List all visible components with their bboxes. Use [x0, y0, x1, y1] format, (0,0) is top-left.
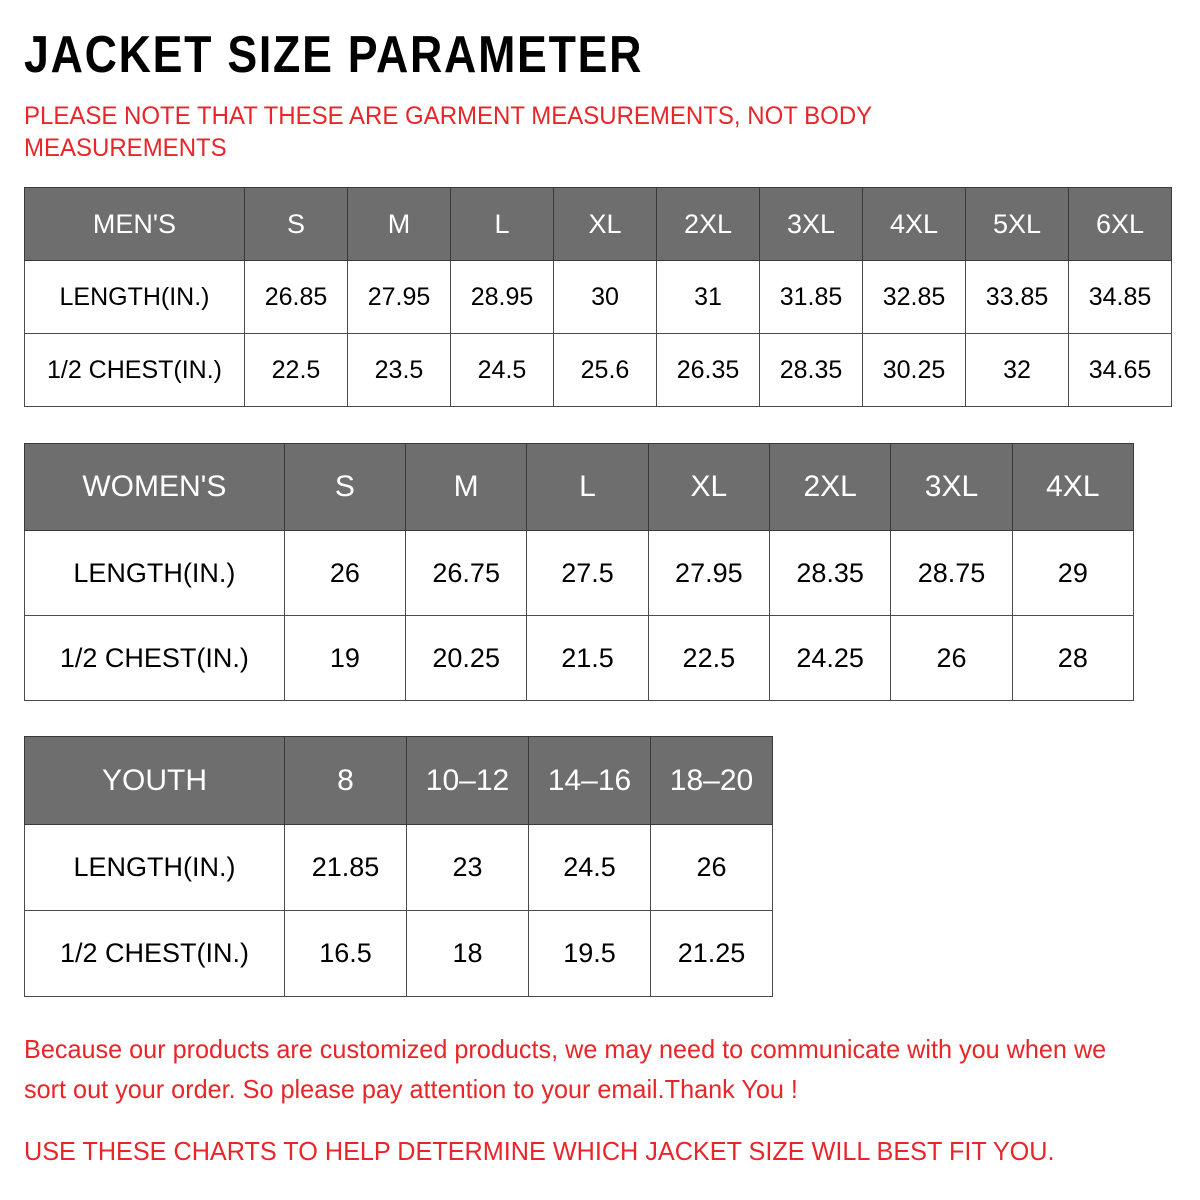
table-row: LENGTH(IN.) 26 26.75 27.5 27.95 28.35 28.75 29 [24, 530, 1135, 616]
mens-size-table: MEN'S S M L XL 2XL 3XL 4XL 5XL 6XL LENGTH(IN.) 26.… [24, 187, 1172, 407]
table-row: 1/2 CHEST(IN.) 22.5 23.5 24.5 25.6 26.35 28.35… [24, 333, 1172, 407]
table-row: LENGTH(IN.) 21.85 23 24.5 26 [24, 824, 773, 911]
mens-size-table-wrap: MEN'S S M L XL 2XL 3XL 4XL 5XL 6XL LENGTH(IN.) 26.… [24, 187, 1176, 407]
womens-value-1-4: 24.25 [768, 615, 892, 701]
mens-size-header-3: XL [553, 187, 657, 261]
mens-size-header-8: 6XL [1068, 187, 1172, 261]
mens-value-0-1: 27.95 [347, 260, 451, 334]
mens-value-1-1: 23.5 [347, 333, 451, 407]
mens-value-0-4: 31 [656, 260, 760, 334]
youth-size-header-1: 10–12 [406, 736, 529, 825]
mens-value-1-3: 25.6 [553, 333, 657, 407]
mens-header-row: MEN'S S M L XL 2XL 3XL 4XL 5XL 6XL [24, 187, 1172, 261]
garment-measurement-disclaimer: PLEASE NOTE THAT THESE ARE GARMENT MEASU… [24, 102, 872, 162]
youth-value-0-0: 21.85 [284, 824, 407, 911]
youth-value-0-1: 23 [406, 824, 529, 911]
mens-value-0-3: 30 [553, 260, 657, 334]
page-title: JACKET SIZE PARAMETER [24, 26, 644, 84]
womens-size-header-6: 4XL [1011, 443, 1135, 531]
mens-size-header-2: L [450, 187, 554, 261]
mens-value-0-7: 33.85 [965, 260, 1069, 334]
mens-measure-label-1: 1/2 CHEST(IN.) [24, 333, 245, 407]
youth-value-1-3: 21.25 [650, 910, 773, 997]
womens-value-1-2: 21.5 [526, 615, 649, 701]
womens-value-0-3: 27.95 [647, 530, 771, 616]
mens-size-header-4: 2XL [656, 187, 760, 261]
table-row: LENGTH(IN.) 26.85 27.95 28.95 30 31 31.85 32.85… [24, 260, 1172, 334]
mens-measure-label-0: LENGTH(IN.) [24, 260, 245, 334]
mens-value-0-5: 31.85 [759, 260, 863, 334]
youth-table-body: LENGTH(IN.) 21.85 23 24.5 26 1/2 CHEST(IN.) 16… [24, 824, 773, 997]
womens-value-0-6: 29 [1011, 530, 1135, 616]
mens-value-1-5: 28.35 [759, 333, 863, 407]
womens-header-row: WOMEN'S S M L XL 2XL 3XL 4XL [24, 443, 1135, 531]
footer-notes: Because our products are customized prod… [24, 997, 1176, 1171]
customization-note: Because our products are customized prod… [24, 1034, 1107, 1104]
youth-value-1-1: 18 [406, 910, 529, 997]
mens-value-0-2: 28.95 [450, 260, 554, 334]
womens-measure-label-0: LENGTH(IN.) [24, 530, 285, 616]
mens-value-1-0: 22.5 [244, 333, 348, 407]
youth-size-header-2: 14–16 [528, 736, 651, 825]
womens-category-header: WOMEN'S [24, 443, 285, 531]
womens-value-0-1: 26.75 [405, 530, 528, 616]
womens-size-header-3: XL [647, 443, 771, 531]
womens-value-0-5: 28.75 [890, 530, 1013, 616]
womens-measure-label-1: 1/2 CHEST(IN.) [24, 615, 285, 701]
mens-value-0-0: 26.85 [244, 260, 348, 334]
youth-value-0-3: 26 [650, 824, 773, 911]
youth-table-head: YOUTH 8 10–12 14–16 18–20 [24, 736, 773, 825]
womens-value-1-1: 20.25 [405, 615, 528, 701]
youth-header-row: YOUTH 8 10–12 14–16 18–20 [24, 736, 773, 825]
mens-table-body: LENGTH(IN.) 26.85 27.95 28.95 30 31 31.85 32.85… [24, 260, 1172, 407]
youth-category-header: YOUTH [24, 736, 285, 825]
mens-size-header-0: S [244, 187, 348, 261]
womens-size-header-4: 2XL [768, 443, 892, 531]
table-row: 1/2 CHEST(IN.) 16.5 18 19.5 21.25 [24, 910, 773, 997]
youth-value-1-0: 16.5 [284, 910, 407, 997]
youth-value-1-2: 19.5 [528, 910, 651, 997]
youth-measure-label-1: 1/2 CHEST(IN.) [24, 910, 285, 997]
womens-size-header-2: L [526, 443, 649, 531]
youth-size-header-3: 18–20 [650, 736, 773, 825]
womens-value-0-0: 26 [283, 530, 407, 616]
mens-value-1-8: 34.65 [1068, 333, 1172, 407]
womens-size-table-wrap: WOMEN'S S M L XL 2XL 3XL 4XL LENGTH(IN.) 26 26.75… [24, 443, 1176, 701]
youth-size-header-0: 8 [284, 736, 407, 825]
mens-size-header-7: 5XL [965, 187, 1069, 261]
youth-value-0-2: 24.5 [528, 824, 651, 911]
mens-value-0-8: 34.85 [1068, 260, 1172, 334]
womens-size-header-1: M [405, 443, 528, 531]
womens-value-1-0: 19 [283, 615, 407, 701]
youth-size-table: YOUTH 8 10–12 14–16 18–20 LENGTH(IN.) 21.85 23… [24, 736, 773, 997]
mens-table-head: MEN'S S M L XL 2XL 3XL 4XL 5XL 6XL [24, 187, 1172, 261]
youth-measure-label-0: LENGTH(IN.) [24, 824, 285, 911]
womens-value-0-2: 27.5 [526, 530, 649, 616]
womens-size-header-5: 3XL [890, 443, 1013, 531]
womens-value-1-6: 28 [1011, 615, 1135, 701]
womens-table-head: WOMEN'S S M L XL 2XL 3XL 4XL [24, 443, 1135, 531]
womens-size-table: WOMEN'S S M L XL 2XL 3XL 4XL LENGTH(IN.) 26 26.75… [24, 443, 1135, 701]
womens-value-0-4: 28.35 [768, 530, 892, 616]
womens-value-1-3: 22.5 [647, 615, 771, 701]
mens-value-0-6: 32.85 [862, 260, 966, 334]
mens-value-1-2: 24.5 [450, 333, 554, 407]
womens-size-header-0: S [283, 443, 407, 531]
womens-value-1-5: 26 [890, 615, 1013, 701]
mens-value-1-4: 26.35 [656, 333, 760, 407]
table-row: 1/2 CHEST(IN.) 19 20.25 21.5 22.5 24.25 26 28 [24, 615, 1135, 701]
mens-size-header-6: 4XL [862, 187, 966, 261]
womens-table-body: LENGTH(IN.) 26 26.75 27.5 27.95 28.35 28.75 29 1… [24, 530, 1135, 701]
mens-category-header: MEN'S [24, 187, 245, 261]
mens-size-header-1: M [347, 187, 451, 261]
mens-value-1-6: 30.25 [862, 333, 966, 407]
mens-size-header-5: 3XL [759, 187, 863, 261]
mens-value-1-7: 32 [965, 333, 1069, 407]
usage-note: USE THESE CHARTS TO HELP DETERMINE WHICH… [24, 1136, 1055, 1166]
youth-size-table-wrap: YOUTH 8 10–12 14–16 18–20 LENGTH(IN.) 21.85 23… [24, 736, 1176, 997]
